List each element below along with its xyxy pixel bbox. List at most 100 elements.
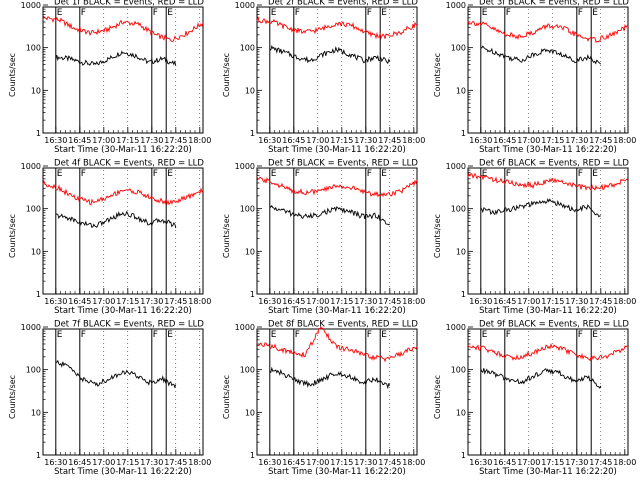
flare-marker-label: E (167, 330, 173, 340)
x-tick-label: 17:30 (354, 458, 377, 467)
x-tick-label: 17:00 (306, 458, 329, 467)
y-tick-label: 100 (240, 205, 255, 214)
x-tick-label: 17:00 (306, 297, 329, 306)
x-tick-label: 18:00 (188, 136, 211, 145)
flare-marker-label: E (167, 169, 173, 179)
lld-series-line (467, 172, 629, 192)
panel-2: Det 2f BLACK = Events, RED = LLD 1 10 100 10… (222, 0, 425, 155)
y-tick-label: 1 (250, 290, 255, 299)
y-tick-label: 1000 (21, 323, 41, 332)
x-axis-label: Start Time (30-Mar-11 16:22:20) (479, 306, 617, 316)
flare-marker-label: F (506, 169, 511, 179)
lld-series-line (256, 15, 418, 40)
y-tick-label: 100 (451, 366, 466, 375)
y-tick-label: 10 (245, 247, 255, 256)
flare-marker-label: F (295, 169, 300, 179)
flare-marker-label: F (153, 8, 158, 18)
x-axis-label: Start Time (30-Mar-11 16:22:20) (268, 467, 406, 477)
y-tick-label: 10 (245, 86, 255, 95)
flare-marker-label: E (57, 330, 63, 340)
x-tick-label: 17:00 (92, 458, 115, 467)
y-tick-label: 10 (31, 86, 41, 95)
y-tick-label: 100 (26, 205, 41, 214)
flare-marker-label: E (271, 330, 277, 340)
x-tick-label: 16:30 (258, 136, 281, 145)
panel-9: Det 9f BLACK = Events, RED = LLD 1 10 100 10… (433, 320, 636, 478)
y-axis-label: Counts/sec (433, 375, 442, 419)
y-tick-label: 100 (26, 44, 41, 53)
flare-marker-label: F (153, 330, 158, 340)
x-tick-label: 16:45 (282, 458, 305, 467)
x-tick-label: 16:30 (469, 458, 492, 467)
lld-series-line (467, 20, 629, 44)
x-tick-label: 17:00 (517, 136, 540, 145)
panel-4: Det 4f BLACK = Events, RED = LLD 1 10 100 10… (8, 159, 211, 317)
x-tick-label: 17:45 (589, 458, 612, 467)
panel-title: Det 8f BLACK = Events, RED = LLD (268, 320, 418, 330)
y-tick-label: 1000 (21, 162, 41, 171)
events-series-line (269, 44, 391, 65)
y-axis-label: Counts/sec (222, 375, 231, 419)
y-axis-label: Counts/sec (433, 214, 442, 258)
x-tick-label: 16:30 (258, 458, 281, 467)
x-tick-label: 16:45 (493, 458, 516, 467)
y-tick-label: 10 (456, 408, 466, 417)
x-tick-label: 17:15 (116, 458, 139, 467)
flare-marker-label: F (578, 8, 583, 18)
x-tick-label: 17:45 (589, 297, 612, 306)
axes-frame (42, 167, 204, 295)
y-tick-label: 1 (461, 451, 466, 460)
lld-series-line (42, 179, 204, 206)
x-tick-label: 17:30 (565, 136, 588, 145)
x-tick-label: 16:45 (68, 458, 91, 467)
events-series-line (480, 368, 602, 389)
flare-marker-label: F (367, 330, 372, 340)
x-axis-label: Start Time (30-Mar-11 16:22:20) (268, 306, 406, 316)
x-tick-label: 17:45 (378, 297, 401, 306)
axes-frame (42, 6, 204, 134)
axes-frame (42, 328, 204, 456)
x-tick-label: 17:15 (541, 297, 564, 306)
flare-marker-label: F (81, 8, 86, 18)
flare-marker-label: F (367, 169, 372, 179)
panel-title: Det 7f BLACK = Events, RED = LLD (54, 320, 204, 330)
x-tick-label: 18:00 (613, 297, 636, 306)
x-tick-label: 17:15 (330, 458, 353, 467)
x-tick-label: 16:30 (469, 136, 492, 145)
flare-marker-label: F (367, 8, 372, 18)
flare-marker-label: E (592, 330, 598, 340)
x-tick-label: 17:30 (565, 297, 588, 306)
x-tick-label: 18:00 (402, 297, 425, 306)
panel-title: Det 4f BLACK = Events, RED = LLD (54, 159, 204, 169)
lld-series-line (256, 176, 418, 198)
x-tick-label: 17:15 (541, 136, 564, 145)
y-tick-label: 10 (31, 408, 41, 417)
panel-7: Det 7f BLACK = Events, RED = LLD 1 10 100 10… (8, 320, 211, 478)
x-tick-label: 16:45 (493, 297, 516, 306)
x-tick-label: 17:30 (354, 136, 377, 145)
panel-8: Det 8f BLACK = Events, RED = LLD 1 10 100 10… (222, 320, 425, 478)
panel-title: Det 1f BLACK = Events, RED = LLD (54, 0, 204, 8)
y-tick-label: 1 (36, 451, 41, 460)
y-tick-label: 10 (456, 247, 466, 256)
x-tick-label: 17:30 (140, 297, 163, 306)
x-tick-label: 18:00 (402, 136, 425, 145)
x-tick-label: 17:30 (140, 136, 163, 145)
y-tick-label: 1000 (446, 162, 466, 171)
y-tick-label: 1 (461, 129, 466, 138)
y-axis-label: Counts/sec (8, 214, 17, 258)
y-axis-label: Counts/sec (222, 214, 231, 258)
y-tick-label: 1 (250, 451, 255, 460)
x-tick-label: 18:00 (613, 136, 636, 145)
y-tick-label: 10 (245, 408, 255, 417)
lld-series-line (42, 15, 204, 42)
x-tick-label: 17:45 (164, 458, 187, 467)
flare-marker-label: E (381, 8, 387, 18)
axes-frame (467, 167, 629, 295)
y-tick-label: 1000 (235, 1, 255, 10)
x-tick-label: 18:00 (188, 297, 211, 306)
y-axis-label: Counts/sec (8, 53, 17, 97)
y-tick-label: 100 (451, 205, 466, 214)
x-axis-label: Start Time (30-Mar-11 16:22:20) (54, 306, 192, 316)
